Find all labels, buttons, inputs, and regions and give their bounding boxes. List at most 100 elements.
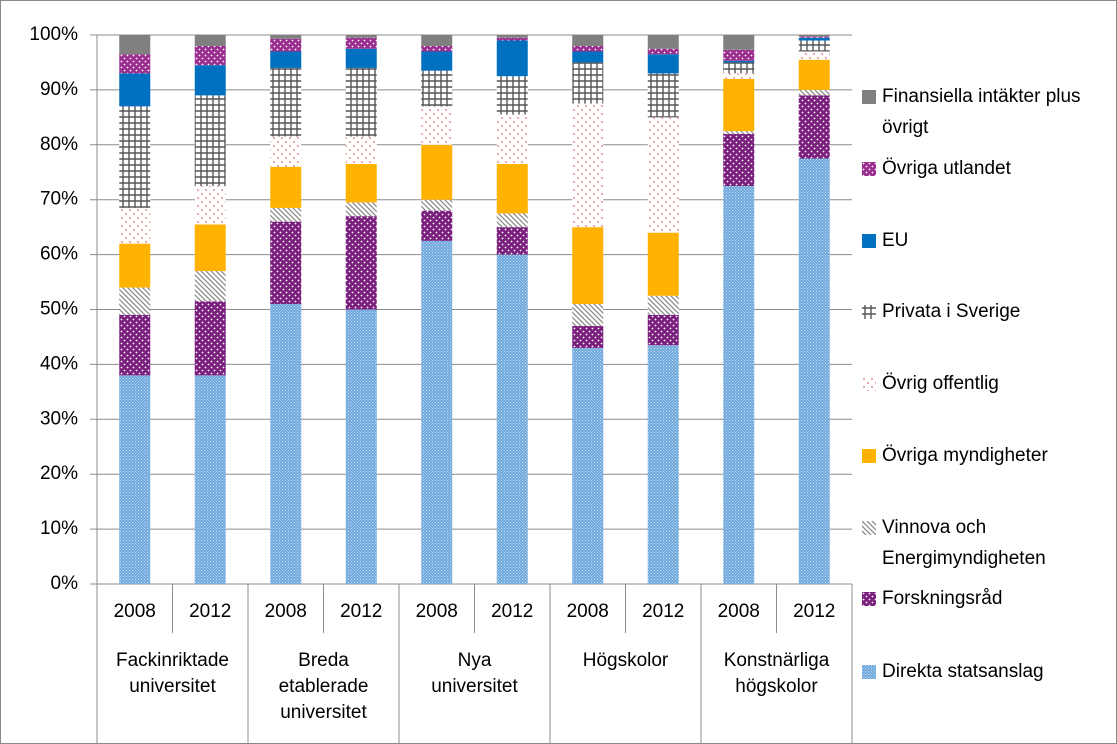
x-tick-label: 2012 [189, 601, 231, 622]
x-tick-label: 2012 [793, 601, 835, 622]
group-label: etablerade [279, 676, 369, 697]
bar-segment [421, 210, 453, 241]
y-tick-label: 100% [29, 24, 78, 45]
bar-segment [194, 185, 226, 225]
legend-label: Övrig offentlig [882, 373, 999, 394]
bar-segment [119, 73, 151, 107]
legend-swatch [862, 234, 876, 248]
bar-segment [723, 133, 755, 186]
group-label: universitet [129, 676, 216, 697]
bar-segment [194, 375, 226, 584]
bar-segment [194, 45, 226, 66]
legend-label: EU [882, 230, 909, 251]
legend-item: Övriga utlandet [862, 153, 1117, 184]
x-tick-label: 2012 [642, 601, 684, 622]
bar-segment [572, 325, 604, 348]
bar-segment [270, 35, 302, 39]
bar-segment [421, 45, 453, 52]
bar-segment [270, 136, 302, 167]
bar-segment [270, 166, 302, 208]
legend-item: Vinnova och Energimyndigheten [862, 512, 1117, 574]
bar-segment [119, 35, 151, 55]
bar-segment [345, 48, 377, 68]
x-tick-label: 2008 [114, 601, 156, 622]
bar-segment [798, 35, 830, 37]
legend-label: Privata i Sverige [882, 301, 1021, 322]
legend-item: Privata i Sverige [862, 296, 1117, 327]
bar-segment [572, 62, 604, 104]
bar-segment [647, 232, 679, 296]
bar-segment [270, 38, 302, 52]
bar-segment [647, 345, 679, 584]
legend-label: Övriga utlandet [882, 158, 1011, 179]
legend-swatch [862, 521, 876, 535]
bar-segment [572, 347, 604, 584]
bar-segment [345, 164, 377, 203]
bar-segment [647, 48, 679, 55]
bar-segment [194, 224, 226, 272]
bar-segment [647, 54, 679, 74]
legend-swatch [862, 665, 876, 679]
bar-segment [798, 51, 830, 60]
bar-segment [345, 202, 377, 217]
bar-segment [572, 304, 604, 326]
y-tick-label: 10% [40, 518, 78, 539]
bar-segment [647, 73, 679, 118]
bar-segment [119, 54, 151, 74]
y-tick-label: 50% [40, 299, 78, 320]
y-tick-label: 0% [51, 573, 79, 594]
x-tick-label: 2008 [265, 601, 307, 622]
group-label: universitet [431, 676, 518, 697]
bar-segment [345, 35, 377, 38]
bar-segment [119, 287, 151, 315]
bar-segment [270, 221, 302, 305]
bar-segment [345, 67, 377, 137]
bar-segment [270, 304, 302, 584]
bar-segment [270, 51, 302, 68]
bar-segment [194, 271, 226, 302]
bar-segment [119, 106, 151, 208]
bar-segment [119, 207, 151, 244]
y-tick-label: 70% [40, 189, 78, 210]
bar-segment [194, 301, 226, 376]
group-label: Högskolor [583, 650, 669, 671]
bar-segment [723, 185, 755, 584]
legend-swatch [862, 592, 876, 606]
bar-segment [798, 95, 830, 159]
bar-segment [496, 40, 528, 77]
bar-segment [798, 36, 830, 38]
bar-segment [798, 158, 830, 584]
bar-segment [798, 89, 830, 96]
bar-segment [421, 199, 453, 211]
bar-segment [723, 49, 755, 61]
x-tick-label: 2012 [491, 601, 533, 622]
bar-segment [496, 76, 528, 115]
bar-segment [119, 314, 151, 376]
legend-label: Vinnova och Energimyndigheten [882, 517, 1046, 569]
y-tick-label: 80% [40, 134, 78, 155]
y-tick-label: 20% [40, 463, 78, 484]
bar-segment [723, 78, 755, 132]
bar-segment [798, 59, 830, 90]
bar-segment [496, 227, 528, 255]
bar-segment [496, 254, 528, 584]
bar-segment [496, 37, 528, 41]
bar-segment [345, 309, 377, 584]
bar-segment [496, 35, 528, 38]
legend-item: Övriga myndigheter [862, 440, 1117, 471]
bar-segment [421, 144, 453, 200]
bar-segment [421, 106, 453, 145]
bar-segment [496, 213, 528, 228]
group-label: Fackinriktade [116, 650, 229, 671]
legend-label: Forskningsråd [882, 588, 1003, 609]
y-tick-label: 40% [40, 353, 78, 374]
y-tick-label: 30% [40, 408, 78, 429]
group-label: högskolor [735, 676, 818, 697]
x-tick-label: 2012 [340, 601, 382, 622]
bar-segment [345, 136, 377, 165]
bar-segment [421, 35, 453, 46]
bar-segment [421, 240, 453, 584]
bar-segment [119, 375, 151, 584]
legend-item: EU [862, 225, 1117, 256]
